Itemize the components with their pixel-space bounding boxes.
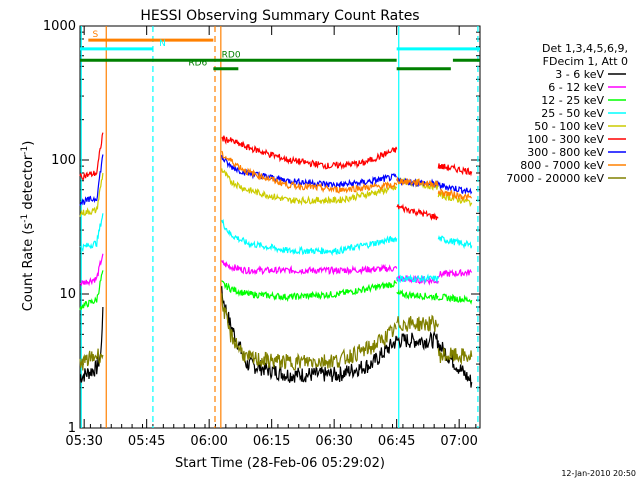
legend: Det 1,3,4,5,6,9,FDecim 1, Att 03 - 6 keV… bbox=[506, 42, 628, 185]
x-tick-label: 06:30 bbox=[315, 434, 352, 449]
x-axis-label: Start Time (28-Feb-06 05:29:02) bbox=[175, 456, 385, 471]
series-line bbox=[79, 270, 104, 311]
legend-entry: 100 - 300 keV bbox=[527, 133, 604, 146]
chart-title: HESSI Observing Summary Count Rates bbox=[140, 8, 419, 24]
series-line bbox=[437, 163, 473, 177]
legend-header: FDecim 1, Att 0 bbox=[543, 55, 628, 68]
series-line bbox=[437, 293, 473, 305]
series-line bbox=[437, 268, 473, 279]
plot-frame bbox=[79, 25, 481, 429]
series-line bbox=[221, 259, 398, 276]
x-tick-label: 05:30 bbox=[65, 434, 102, 449]
x-tick-label: 05:45 bbox=[128, 434, 165, 449]
series-line bbox=[396, 273, 439, 285]
footer-timestamp: 12-Jan-2010 20:50 bbox=[561, 469, 636, 478]
legend-entry: 12 - 25 keV bbox=[541, 94, 604, 107]
y-axis-label: Count Rate (s-1 detector-1) bbox=[20, 141, 36, 312]
series-0 bbox=[79, 286, 473, 388]
series-line bbox=[396, 314, 439, 332]
flag-label: RD0 bbox=[222, 50, 241, 60]
series-line bbox=[396, 203, 439, 221]
series-line bbox=[396, 176, 439, 188]
series-line bbox=[79, 306, 104, 383]
series-line bbox=[437, 341, 473, 388]
series-7 bbox=[221, 150, 473, 202]
series-line bbox=[396, 330, 439, 351]
series-line bbox=[221, 293, 397, 371]
legend-entry: 50 - 100 keV bbox=[534, 120, 604, 133]
series-3 bbox=[79, 213, 473, 285]
series-line bbox=[79, 213, 104, 253]
legend-entry: 25 - 50 keV bbox=[541, 107, 604, 120]
series-line bbox=[79, 132, 104, 181]
series-line bbox=[79, 172, 104, 217]
legend-entry: 3 - 6 keV bbox=[555, 68, 604, 81]
flag-label: N bbox=[159, 39, 166, 49]
plot-area: 1 10 100 1000 05:30 05:45 06:00 06:15 06:30 06:45… bbox=[43, 19, 481, 449]
y-tick-label: 1000 bbox=[43, 19, 76, 34]
series-line bbox=[221, 135, 398, 171]
legend-entry: 300 - 800 keV bbox=[527, 146, 604, 159]
series-line bbox=[221, 218, 398, 257]
series-line bbox=[79, 253, 104, 287]
series-line bbox=[79, 348, 104, 371]
series-8 bbox=[79, 293, 473, 371]
series-line bbox=[221, 286, 398, 383]
series-line bbox=[221, 155, 397, 189]
series-line bbox=[437, 235, 473, 250]
series-line bbox=[221, 168, 398, 206]
legend-entry: 800 - 7000 keV bbox=[520, 159, 604, 172]
series-line bbox=[437, 181, 473, 195]
legend-entry: 6 - 12 keV bbox=[548, 81, 604, 94]
series-line bbox=[437, 187, 473, 202]
flag-label: RD6 bbox=[188, 59, 207, 69]
x-tick-label: 06:45 bbox=[378, 434, 415, 449]
y-tick-label: 10 bbox=[59, 287, 76, 302]
series-line bbox=[437, 346, 473, 366]
x-tick-label: 06:15 bbox=[253, 434, 290, 449]
y-tick-label: 100 bbox=[51, 153, 76, 168]
x-tick-label: 07:00 bbox=[440, 434, 477, 449]
series-5 bbox=[79, 132, 473, 221]
series-line bbox=[79, 154, 104, 206]
x-tick-label: 06:00 bbox=[190, 434, 227, 449]
series-line bbox=[221, 280, 398, 303]
series-2 bbox=[79, 270, 473, 311]
series-line bbox=[396, 288, 439, 302]
legend-entry: 7000 - 20000 keV bbox=[506, 172, 604, 185]
y-tick-label: 1 bbox=[68, 421, 76, 436]
series-1 bbox=[79, 253, 473, 287]
flag-label: S bbox=[93, 30, 99, 40]
legend-header: Det 1,3,4,5,6,9, bbox=[542, 42, 628, 55]
series-line bbox=[221, 150, 398, 194]
